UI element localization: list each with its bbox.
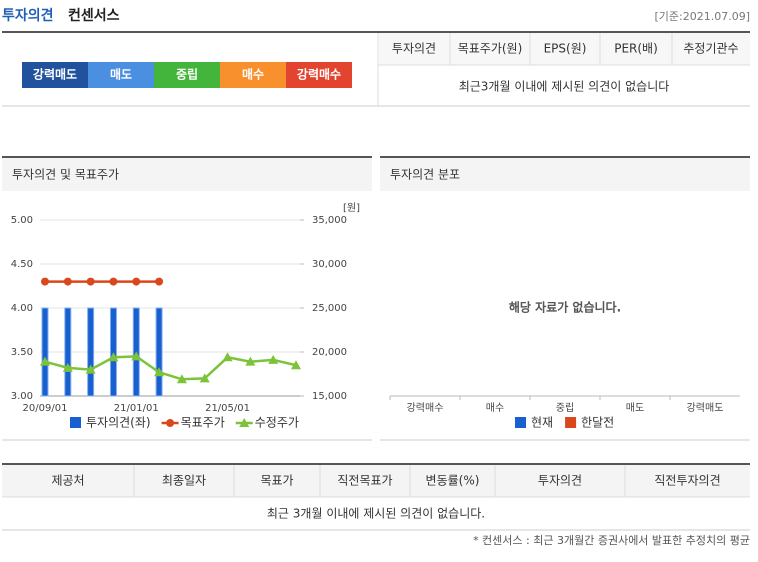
marker [176, 374, 187, 384]
scale-label: 중립 [176, 68, 198, 82]
column-header: 목표가 [260, 474, 293, 488]
scale-label: 강력매도 [33, 67, 77, 82]
legend-swatch [565, 417, 577, 428]
empty-message: 최근3개월 이내에 제시된 의견이 없습니다 [459, 80, 670, 94]
bar [155, 307, 163, 397]
base-date: [기준:2021.07.09] [654, 10, 750, 23]
x-tick-label: 강력매도 [687, 402, 724, 414]
marker [40, 356, 50, 366]
column-header: 변동률(%) [426, 474, 480, 488]
column-header: 투자의견 [538, 474, 582, 488]
y2-tick-label: 35,000 [312, 215, 347, 226]
column-header: PER(배) [614, 42, 658, 56]
x-tick-label: 21/01/01 [114, 403, 159, 414]
column-header: 최종일자 [162, 474, 206, 488]
column-header: 제공처 [51, 474, 84, 488]
legend-label: 한달전 [581, 416, 614, 430]
scale-segment [88, 62, 154, 88]
marker [199, 373, 210, 383]
x-tick-label: 20/09/01 [23, 403, 68, 414]
bar [41, 307, 49, 397]
column-header: 투자의견 [392, 42, 436, 56]
marker [132, 277, 141, 286]
y-tick-label: 3.00 [11, 391, 33, 402]
marker [63, 277, 72, 286]
marker [131, 351, 142, 361]
bar [109, 307, 117, 397]
legend-label: 수정주가 [255, 416, 299, 430]
column-header: EPS(원) [544, 42, 587, 56]
table-header-bg [379, 33, 750, 65]
marker [268, 354, 279, 364]
y2-tick-label: 30,000 [312, 259, 347, 270]
y-tick-label: 3.50 [11, 347, 33, 358]
legend-label: 현재 [531, 416, 553, 430]
marker [41, 277, 49, 286]
y2-tick-label: 15,000 [312, 391, 347, 402]
y2-unit: [원] [343, 202, 360, 214]
bar [64, 307, 72, 397]
scale-label: 매도 [110, 67, 132, 82]
y-tick-label: 4.50 [11, 259, 33, 270]
legend-swatch [70, 417, 81, 428]
marker [62, 362, 73, 372]
marker [245, 356, 256, 366]
legend-label: 투자의견(좌) [86, 416, 151, 430]
scale-segment [286, 62, 352, 88]
no-data-message: 해당 자료가 없습니다. [509, 300, 621, 315]
marker [222, 352, 233, 362]
x-tick-label: 매도 [626, 402, 644, 414]
y2-tick-label: 20,000 [312, 347, 347, 358]
panel-header [380, 157, 750, 191]
scale-label: 강력매수 [297, 67, 341, 82]
legend-swatch [515, 417, 526, 428]
marker [85, 364, 96, 374]
marker [109, 277, 118, 286]
marker [86, 277, 95, 286]
column-header: 직전목표가 [337, 474, 392, 488]
x-tick-label: 중립 [556, 401, 574, 414]
footnote: * 컨센서스 : 최근 3개월간 증권사에서 발표한 추정치의 평균 [473, 534, 750, 547]
column-header: 직전투자의견 [654, 474, 720, 488]
marker [155, 277, 164, 286]
section-subtitle: 컨센서스 [68, 7, 120, 24]
x-tick-label: 강력매수 [407, 402, 444, 414]
scale-segment [154, 62, 220, 88]
chart-title: 투자의견 및 목표주가 [12, 168, 119, 182]
legend-label: 목표주가 [181, 416, 225, 430]
marker [291, 360, 301, 370]
column-header: 추정기관수 [683, 42, 738, 56]
x-tick-label: 매수 [486, 402, 504, 414]
x-tick-label: 21/05/01 [205, 403, 250, 414]
y-tick-label: 4.00 [11, 303, 33, 314]
legend-swatch [239, 418, 250, 427]
y-tick-label: 5.00 [11, 215, 33, 226]
section-title: 투자의견 [2, 7, 54, 24]
y2-tick-label: 25,000 [312, 303, 347, 314]
marker [154, 367, 165, 377]
bar [87, 307, 95, 397]
scale-segment [22, 62, 88, 88]
chart-title: 투자의견 분포 [390, 168, 460, 182]
legend-swatch [166, 419, 175, 427]
empty-message: 최근 3개월 이내에 제시된 의견이 없습니다. [267, 507, 485, 521]
scale-segment [220, 62, 286, 88]
scale-label: 매수 [242, 67, 264, 82]
line [44, 355, 297, 381]
marker [108, 352, 119, 362]
panel-header [2, 157, 372, 191]
column-header: 목표주가(원) [458, 42, 523, 56]
